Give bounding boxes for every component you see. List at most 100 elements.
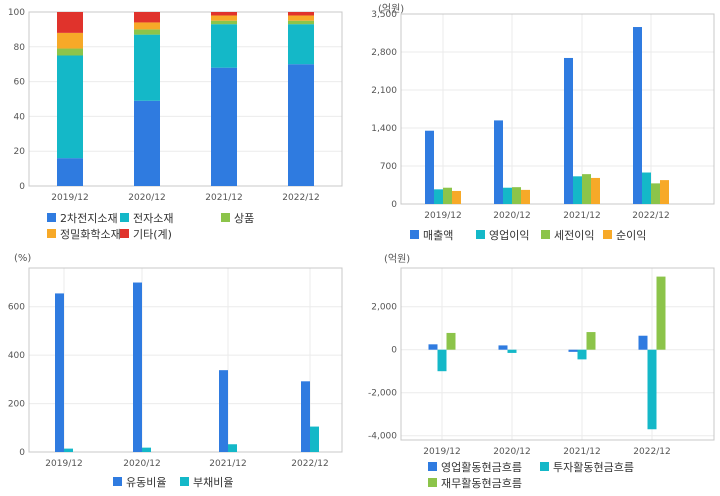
legend-label: 기타(계) — [133, 228, 172, 241]
x-tick-label: 2022/12 — [282, 193, 319, 203]
bar — [577, 349, 587, 360]
bar — [219, 370, 228, 452]
bar — [57, 55, 83, 159]
bar — [494, 120, 503, 204]
legend-label: 매출액 — [423, 229, 453, 242]
y-tick-label: 2,100 — [371, 86, 397, 96]
y-tick-label: 700 — [380, 162, 397, 172]
y-tick-label: 200 — [8, 400, 25, 410]
legend-swatch — [428, 462, 437, 471]
bar — [503, 187, 512, 204]
bar — [288, 20, 314, 25]
x-tick-label: 2019/12 — [424, 211, 461, 221]
bar — [288, 24, 314, 65]
x-tick-label: 2020/12 — [493, 447, 530, 457]
x-tick-label: 2021/12 — [209, 459, 246, 469]
bar — [507, 349, 517, 353]
bar — [57, 48, 83, 56]
bar — [64, 448, 73, 452]
y-tick-label: 3,500 — [371, 10, 397, 20]
x-tick-label: 2022/12 — [632, 211, 669, 221]
bar — [425, 130, 434, 204]
legend-label: 2차전지소재 — [60, 212, 118, 225]
legend-label: 세전이익 — [554, 229, 594, 242]
y-tick-label: 0 — [391, 200, 397, 210]
plot-frame — [400, 267, 715, 441]
bar — [211, 12, 237, 16]
legend-swatch — [180, 477, 189, 486]
plot-frame — [28, 11, 343, 187]
legend-swatch — [47, 213, 56, 222]
legend-swatch — [476, 230, 485, 239]
bar — [642, 172, 651, 204]
bar — [134, 22, 160, 30]
x-tick-label: 2020/12 — [128, 193, 165, 203]
legend-label: 재무활동현금흐름 — [441, 476, 522, 490]
bar — [142, 447, 151, 452]
y-tick-label: 20 — [14, 147, 26, 157]
y-tick-label: 2,000 — [371, 303, 397, 313]
bar — [57, 12, 83, 33]
bar — [638, 335, 648, 350]
bar — [573, 176, 582, 204]
legend-label: 정밀화학소재 — [60, 228, 121, 241]
bar — [134, 12, 160, 23]
x-tick-label: 2021/12 — [563, 211, 600, 221]
bar — [211, 24, 237, 68]
y-tick-label: 600 — [8, 303, 25, 313]
chart-1: 0 20 40 60 80 100 2019/12 2020/12 2021/12 2022/12… — [8, 8, 343, 241]
legend-label: 전자소재 — [133, 212, 173, 225]
bar — [660, 180, 669, 204]
legend-swatch — [113, 477, 122, 486]
x-tick-label: 2019/12 — [45, 459, 82, 469]
bar — [211, 20, 237, 25]
bar — [310, 426, 319, 452]
bar — [133, 282, 142, 452]
bar — [55, 293, 64, 452]
legend-label: 순이익 — [616, 229, 646, 242]
bar — [564, 57, 573, 204]
legend-label: 상품 — [234, 212, 254, 225]
bar — [57, 158, 83, 186]
bar — [452, 190, 461, 204]
x-tick-label: 2020/12 — [123, 459, 160, 469]
legend-swatch — [221, 213, 230, 222]
y-tick-label: 0 — [19, 448, 25, 458]
bar — [134, 100, 160, 186]
y-tick-label: 1,400 — [371, 124, 397, 134]
chart-3: 0 200 400 600 2019/12 2020/12 2021/12 2022/12 (%… — [8, 253, 343, 489]
x-tick-label: 2022/12 — [633, 447, 670, 457]
legend-swatch — [47, 229, 56, 238]
bar — [633, 27, 642, 205]
x-tick-label: 2021/12 — [563, 447, 600, 457]
legend-swatch — [603, 230, 612, 239]
x-tick-label: 2020/12 — [493, 211, 530, 221]
legend-label: 영업이익 — [489, 229, 529, 242]
y-tick-label: 60 — [14, 78, 26, 88]
bar — [647, 349, 657, 430]
legend-label: 유동비율 — [126, 476, 166, 489]
unit-label: (%) — [14, 253, 31, 264]
legend-swatch — [410, 230, 419, 239]
bar — [437, 349, 447, 372]
unit-label: (억원) — [384, 253, 410, 265]
legend-swatch — [120, 229, 129, 238]
x-tick-label: 2019/12 — [423, 447, 460, 457]
bar — [651, 183, 660, 204]
bar — [211, 67, 237, 186]
y-tick-label: 80 — [14, 43, 26, 53]
bar — [228, 444, 237, 452]
bar — [428, 344, 438, 350]
legend-label: 영업활동현금흐름 — [441, 460, 522, 474]
chart-2: 0 700 1,400 2,100 2,800 3,500 2019/12 2020/12 20… — [371, 3, 715, 242]
bar — [434, 189, 443, 204]
y-tick-label: -2,000 — [368, 389, 397, 399]
y-tick-label: -4,000 — [368, 432, 397, 442]
bar — [591, 177, 600, 204]
bar — [288, 64, 314, 186]
legend-swatch — [428, 478, 437, 487]
x-tick-label: 2021/12 — [205, 193, 242, 203]
bar — [568, 349, 578, 352]
x-tick-label: 2022/12 — [291, 459, 328, 469]
